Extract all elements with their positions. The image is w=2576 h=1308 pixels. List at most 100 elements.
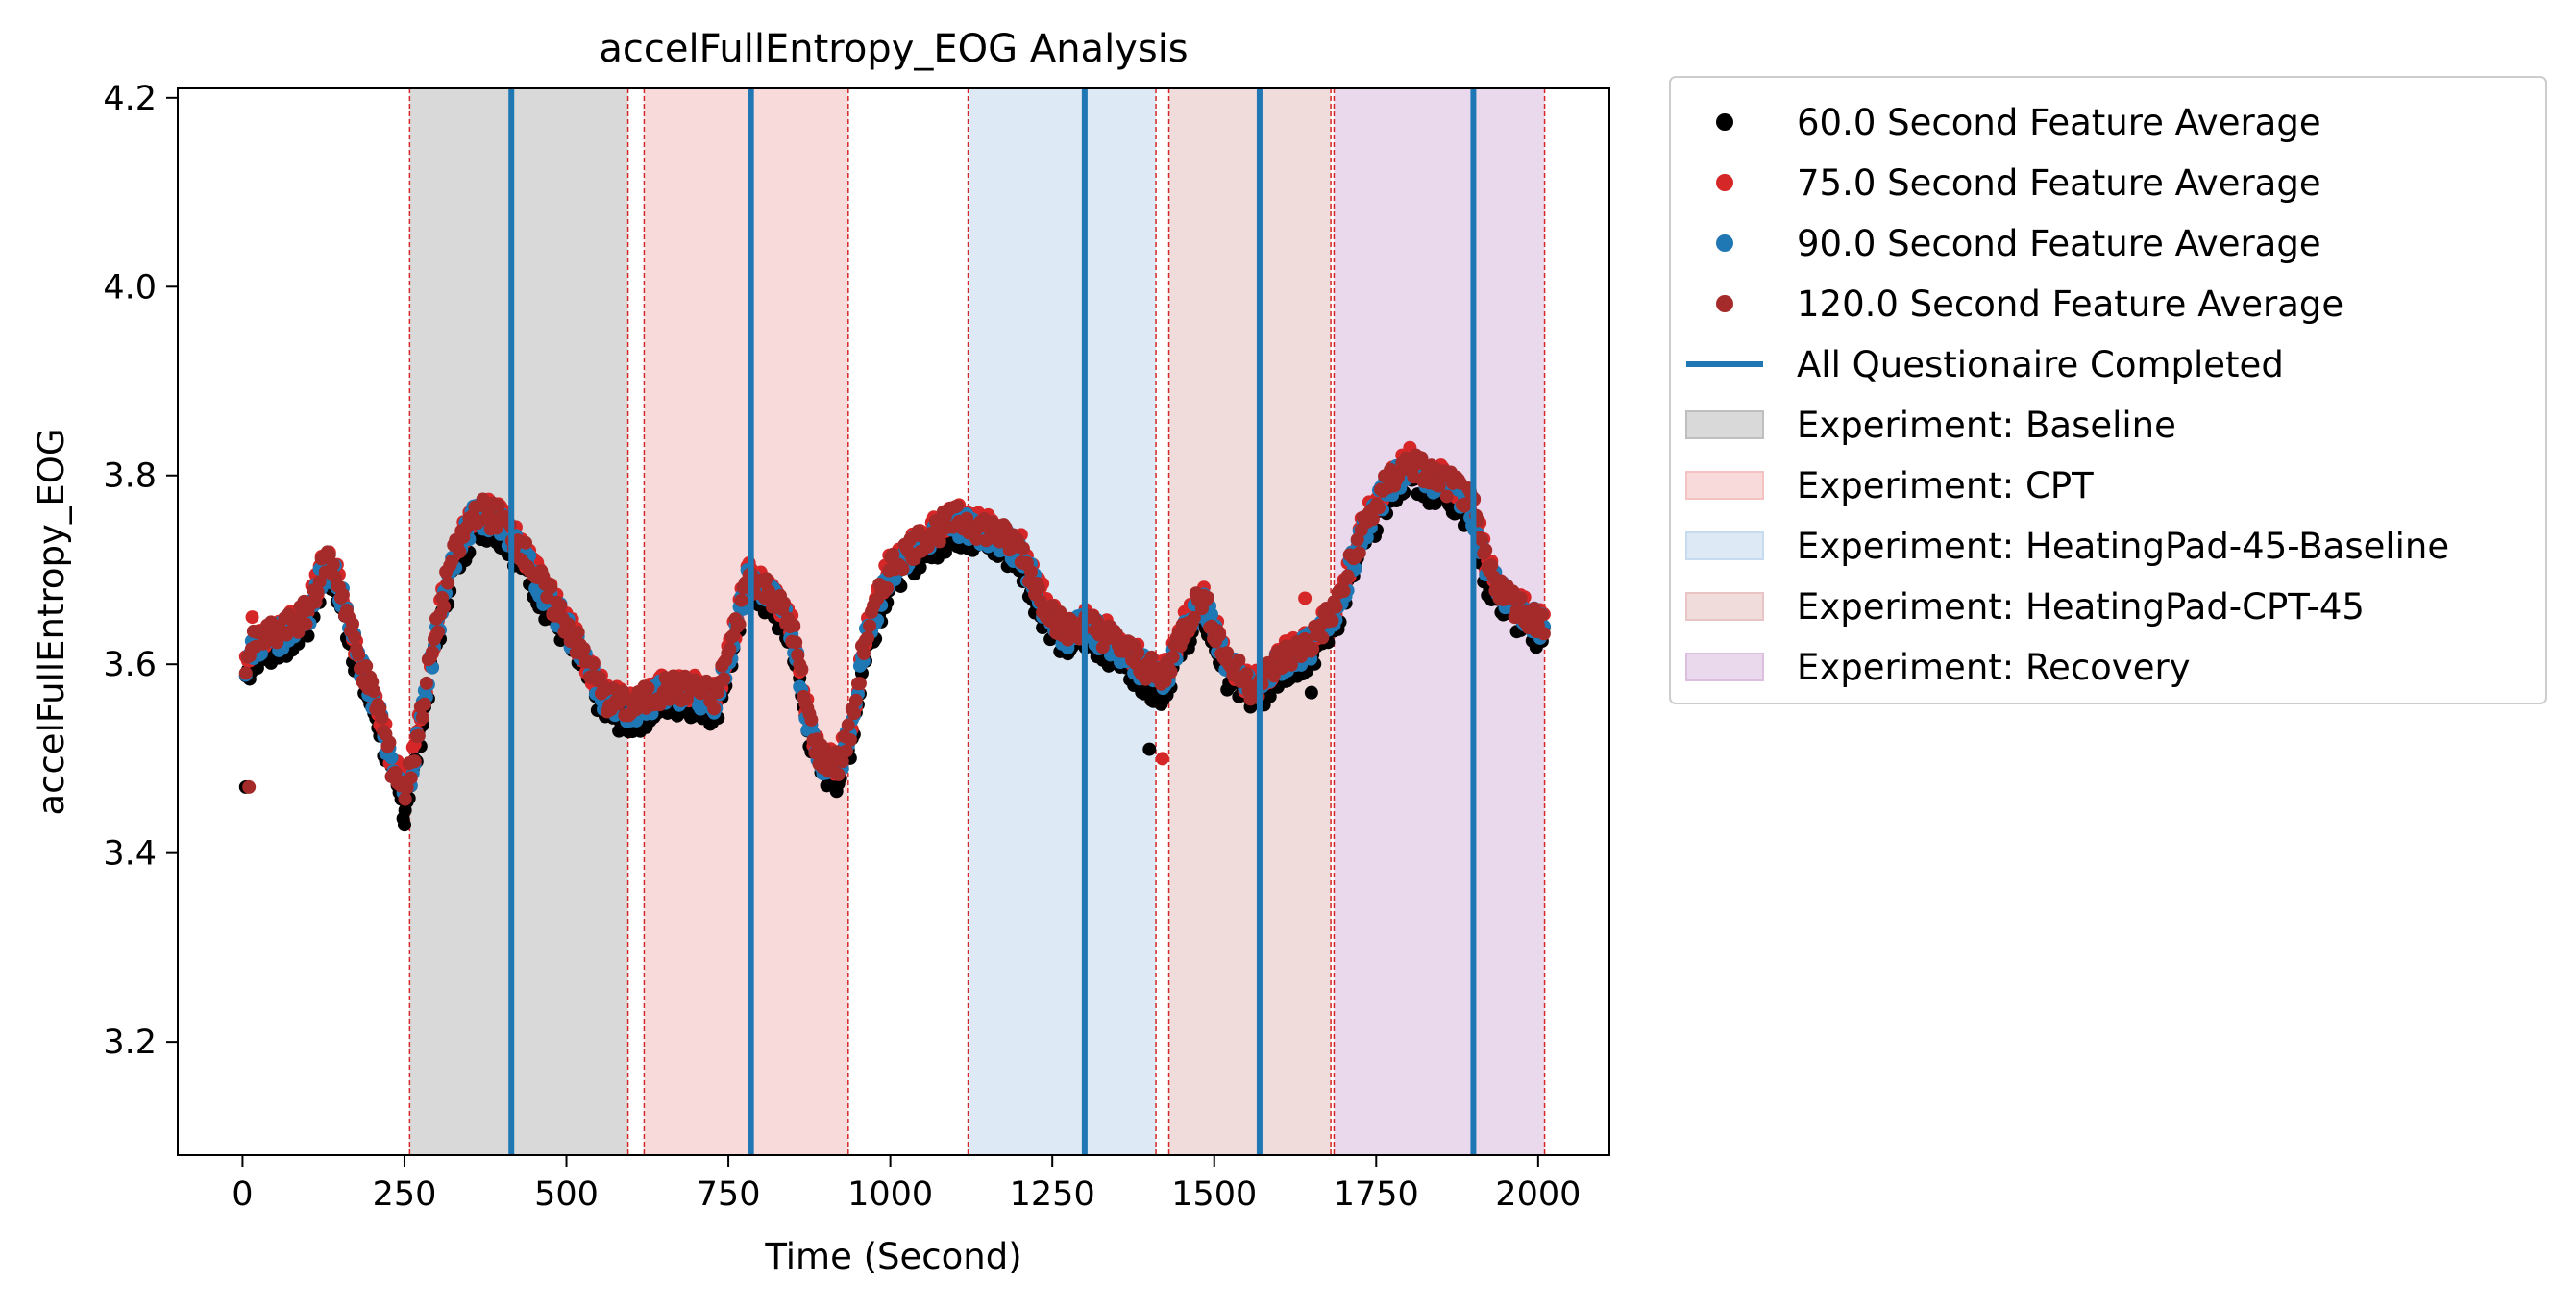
scatter-point [1205,607,1219,622]
scatter-point [388,765,403,779]
scatter-point [1165,650,1180,664]
scatter-point [1155,752,1169,766]
scatter-point [856,646,871,660]
scatter-point [359,659,374,674]
x-tick-label: 1750 [1334,1175,1419,1214]
legend-marker [1716,295,1733,312]
scatter-point [1306,642,1320,656]
scatter-point [1479,543,1493,557]
scatter-point [1371,501,1386,515]
scatter-point [863,619,877,633]
scatter-point [1187,610,1201,625]
scatter-point [932,534,946,549]
scatter-point [1053,605,1067,619]
legend-patch [1685,531,1764,560]
legend-label: Experiment: Recovery [1797,647,2191,688]
scatter-point [831,767,846,781]
scatter-point [985,515,999,530]
x-tick-label: 1250 [1010,1175,1095,1214]
scatter-point [1090,614,1104,629]
scatter-point [384,751,399,765]
scatter-point [1298,591,1313,605]
x-tick-label: 0 [232,1175,253,1214]
scatter-point [1304,685,1318,700]
scatter-point [352,648,366,662]
legend-marker [1716,174,1733,191]
scatter-point [407,754,422,769]
legend-patch [1685,410,1764,439]
scatter-point [346,617,360,631]
scatter-point [1023,564,1038,579]
y-tick-label: 3.4 [103,835,157,874]
scatter-point [375,710,389,725]
scatter-point [841,718,855,732]
scatter-point [242,779,257,794]
scatter-point [326,557,340,572]
legend-label: Experiment: HeatingPad-CPT-45 [1797,586,2365,628]
scatter-point [1325,613,1339,628]
y-tick-label: 3.8 [103,457,157,496]
scatter-point [1032,580,1046,595]
scatter-point [404,771,418,785]
x-tick-label: 250 [373,1175,437,1214]
scatter-point [804,712,819,727]
scatter-point [707,702,722,716]
scatter-point [1513,591,1528,605]
scatter-point [1213,628,1227,642]
scatter-point [417,697,431,711]
scatter-point [1284,657,1298,672]
y-tick-label: 3.6 [103,646,157,684]
scatter-point [835,754,849,769]
scatter-point [839,744,853,758]
legend-label: 60.0 Second Feature Average [1797,102,2321,143]
scatter-point [431,625,446,639]
y-tick-label: 4.0 [103,268,157,307]
legend-marker [1716,234,1733,252]
legend-marker [1716,113,1733,131]
scatter-point [245,610,259,625]
legend: 60.0 Second Feature Average 75.0 Second F… [1669,76,2547,704]
x-tick-label: 1500 [1171,1175,1257,1214]
scatter-point [1352,546,1366,560]
scatter-point [886,547,900,561]
scatter-point [880,580,895,595]
scatter-point [1131,646,1145,660]
scatter-point [437,600,452,614]
scatter-point [759,572,773,586]
questionnaire-lines [508,88,1477,1155]
legend-label: Experiment: CPT [1797,465,2094,506]
experiment-band-2 [644,88,848,1155]
experiment-bands [408,88,1546,1155]
scatter-point [789,635,803,650]
scatter-point [1239,667,1254,681]
x-axis-ticks: 0 250 500 750 1000 1250 1500 1750 2000 [232,1155,1581,1214]
scatter-point [425,645,439,659]
scatter-point [308,595,323,609]
y-axis-label: accelFullEntropy_EOG [31,428,72,815]
legend-label: All Questionaire Completed [1797,344,2284,385]
scatter-point [732,617,747,631]
scatter-point [861,630,875,645]
scatter-point [571,626,585,640]
x-tick-label: 2000 [1495,1175,1581,1214]
x-tick-label: 500 [534,1175,599,1214]
scatter-point [843,732,857,747]
scatter-point [1144,650,1159,664]
scatter-point [348,629,362,644]
legend-label: 75.0 Second Feature Average [1797,162,2321,204]
scatter-point [1337,584,1351,599]
scatter-point [519,535,533,550]
scatter-point [561,617,576,631]
plot-frame [177,87,1610,1156]
plot-area [177,87,1610,1156]
scatter-point [577,642,591,656]
scatter-point [1016,541,1030,555]
x-axis-label: Time (Second) [764,1236,1021,1277]
legend-label: 120.0 Second Feature Average [1797,284,2343,325]
scatter-point [441,576,455,590]
scatter-point [846,706,861,721]
x-tick-label: 750 [697,1175,761,1214]
scatter-point [1164,664,1178,679]
scatter-points [238,440,1551,832]
